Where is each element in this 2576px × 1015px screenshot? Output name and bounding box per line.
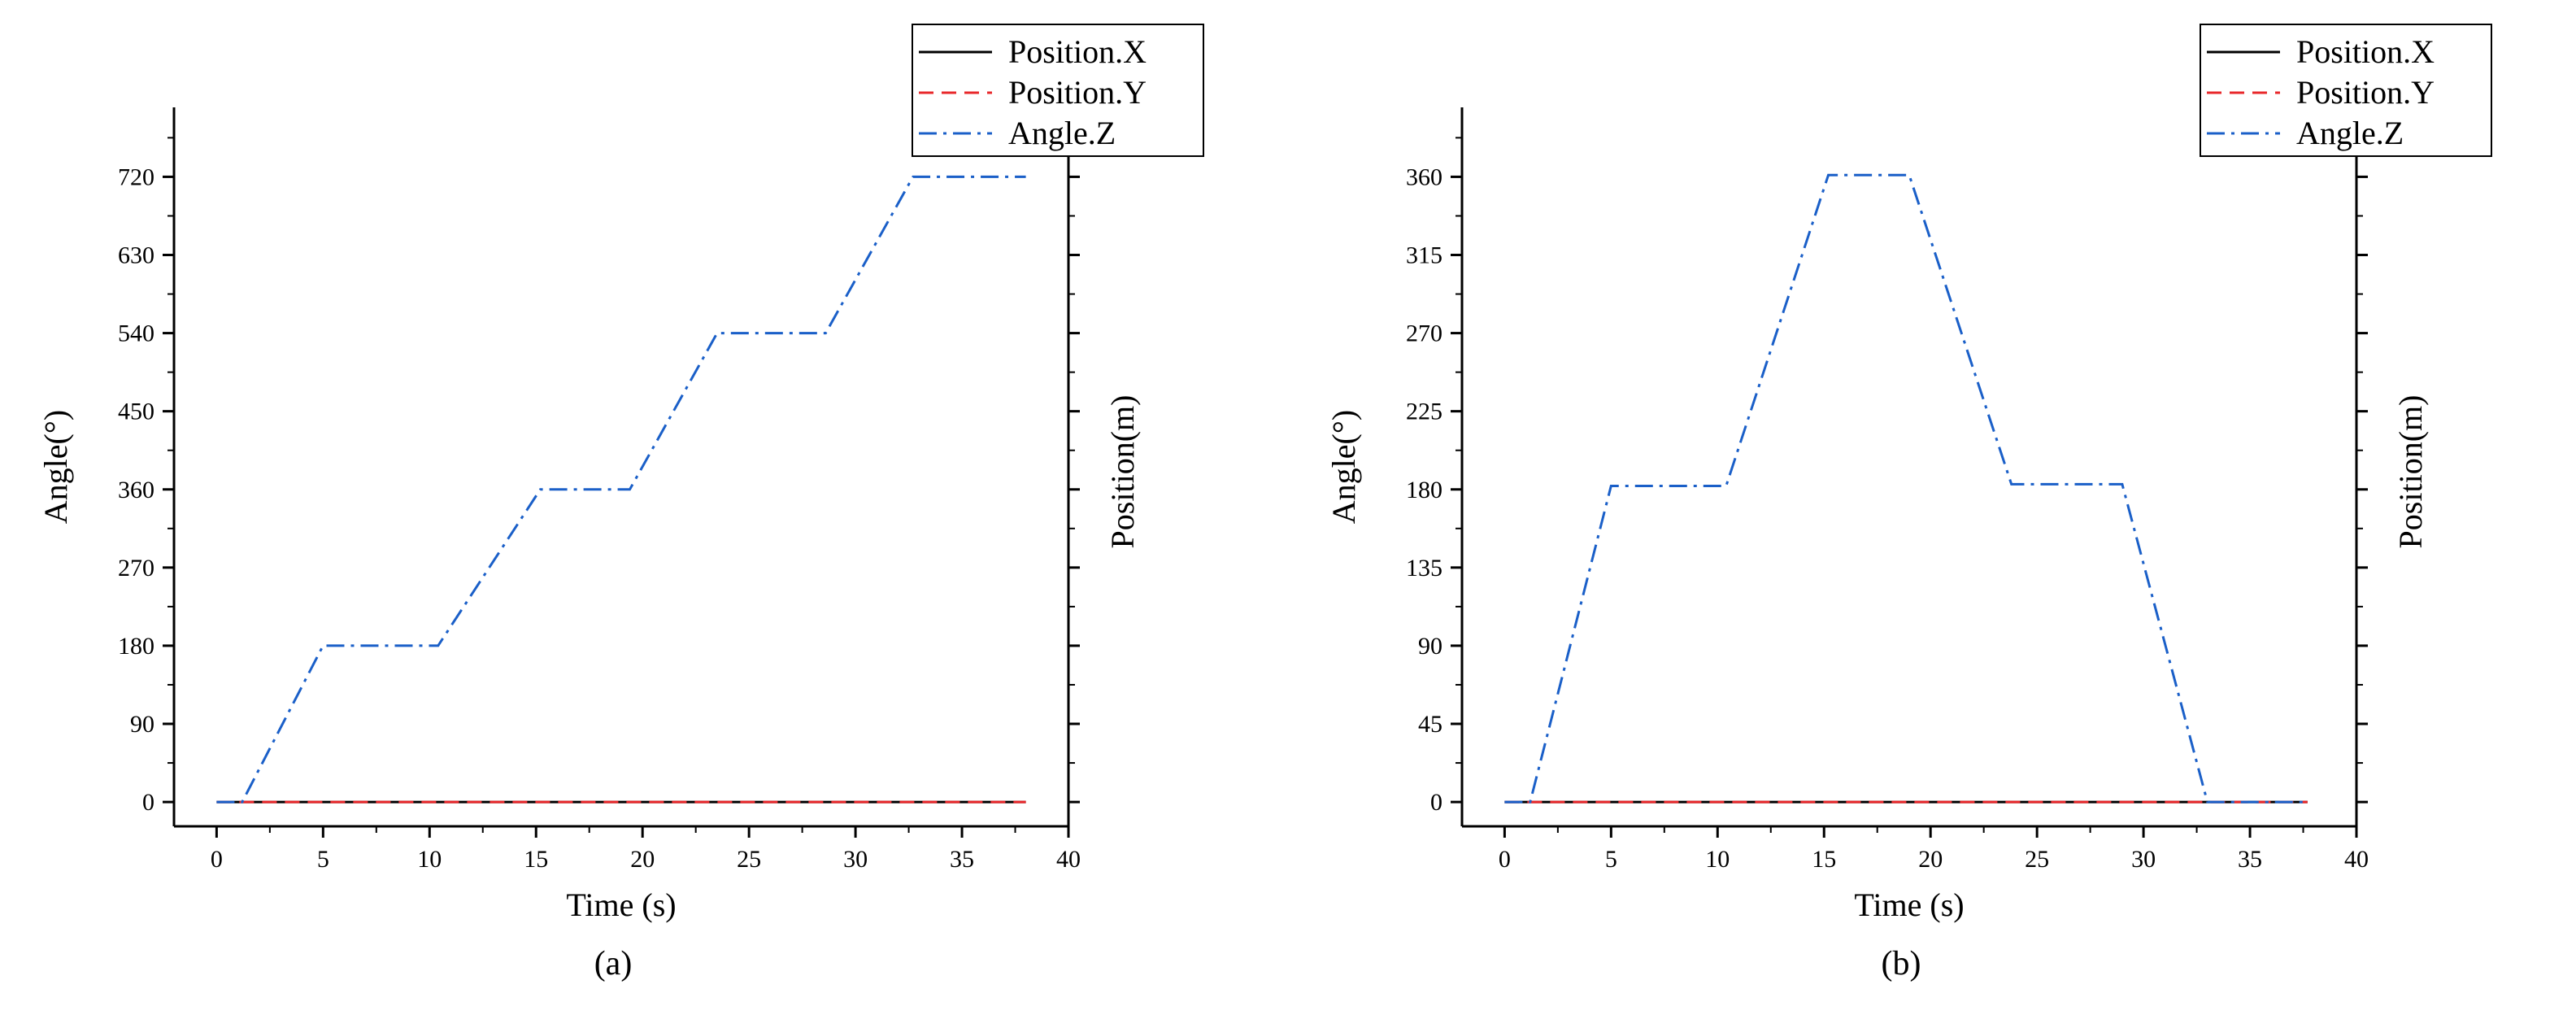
x-tick-label: 30 — [2131, 846, 2156, 873]
y-axis-right-title: Position(m) — [1104, 395, 1141, 549]
x-tick-label: 5 — [1605, 846, 1617, 873]
x-tick-label: 10 — [417, 846, 442, 873]
x-tick-label: 10 — [1705, 846, 1730, 873]
y-tick-label: 225 — [1406, 399, 1442, 425]
series-line-angle-z — [216, 175, 1026, 804]
y-axis-title: Angle(°) — [37, 410, 74, 524]
y-tick-label: 540 — [118, 320, 154, 347]
y-tick-label: 315 — [1406, 242, 1442, 268]
x-tick-label: 25 — [2025, 846, 2049, 873]
y-tick-label: 450 — [118, 399, 154, 425]
legend-label: Position.X — [2296, 33, 2435, 70]
x-tick-label: 40 — [2344, 846, 2369, 873]
y-tick-label: 270 — [1406, 320, 1442, 347]
y-axis-right-title: Position(m) — [2392, 395, 2429, 549]
y-tick-label: 0 — [142, 789, 154, 816]
x-tick-label: 0 — [211, 846, 223, 873]
chart-a: 0 5 10 15 20 25 30 35 40 0 90 180 270 360 450 540 630 720… — [37, 24, 1204, 982]
legend-label: Position.X — [1008, 33, 1147, 70]
x-tick-label: 15 — [1812, 846, 1836, 873]
series-line-angle-z — [1504, 173, 2308, 804]
legend: Position.X Position.Y Angle.Z — [912, 24, 1204, 157]
x-tick-label: 20 — [630, 846, 655, 873]
x-tick-label: 0 — [1499, 846, 1511, 873]
y-tick-label: 0 — [1430, 789, 1442, 816]
x-axis-title: Time (s) — [566, 886, 676, 923]
x-tick-label: 30 — [843, 846, 868, 873]
y-tick-label: 180 — [1406, 477, 1442, 503]
y-tick-label: 90 — [1418, 633, 1442, 660]
x-axis-title: Time (s) — [1854, 886, 1964, 923]
x-tick-label: 20 — [1918, 846, 1943, 873]
y-tick-label: 360 — [118, 477, 154, 503]
legend-label: Position.Y — [2296, 74, 2435, 111]
y-tick-label: 270 — [118, 555, 154, 582]
chart-caption: (a) — [594, 945, 633, 982]
y-tick-label: 180 — [118, 633, 154, 660]
x-tick-label: 40 — [1056, 846, 1081, 873]
y-tick-label: 630 — [118, 242, 154, 268]
x-tick-label: 35 — [950, 846, 974, 873]
x-tick-label: 25 — [737, 846, 761, 873]
y-tick-label: 720 — [118, 163, 154, 190]
x-tick-label: 15 — [524, 846, 548, 873]
legend-label: Angle.Z — [1008, 115, 1116, 151]
y-tick-label: 45 — [1418, 711, 1442, 738]
y-tick-label: 135 — [1406, 555, 1442, 582]
y-tick-label: 90 — [130, 711, 154, 738]
y-tick-label: 360 — [1406, 163, 1442, 190]
y-axis-title: Angle(°) — [1325, 410, 1362, 524]
legend: Position.X Position.Y Angle.Z — [2200, 24, 2492, 157]
chart-caption: (b) — [1882, 945, 1921, 982]
x-tick-label: 35 — [2238, 846, 2262, 873]
x-tick-label: 5 — [317, 846, 329, 873]
chart-b: 0 5 10 15 20 25 30 35 40 0 45 90 135 180 225 270 315 360 T… — [1325, 24, 2492, 982]
legend-label: Angle.Z — [2296, 115, 2404, 151]
legend-label: Position.Y — [1008, 74, 1147, 111]
